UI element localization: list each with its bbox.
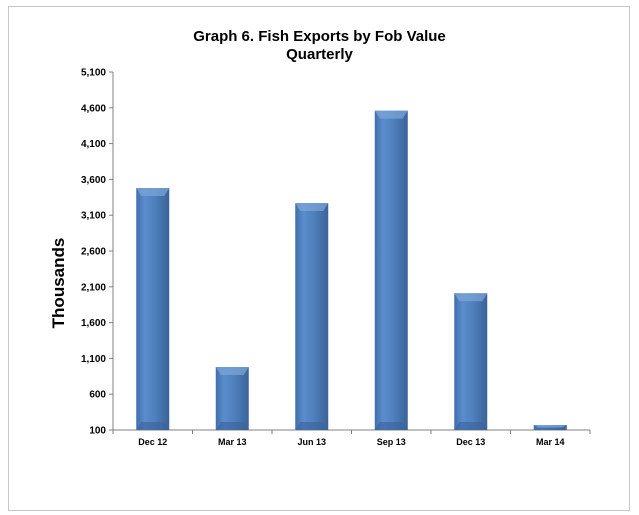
x-tick-label: Sep 13	[377, 437, 406, 447]
bar	[295, 203, 329, 430]
y-tick-label: 5,100	[81, 68, 106, 79]
chart-subtitle: Quarterly	[286, 46, 353, 63]
y-tick-label: 100	[89, 426, 106, 437]
bar	[454, 293, 488, 430]
y-tick-label: 3,100	[81, 211, 106, 222]
bars	[136, 110, 567, 430]
y-tick-label: 600	[89, 390, 106, 401]
y-ticks: 100 600 1,100 1,600 2,100 2,600 3,100 3,600 4,10…	[81, 68, 113, 437]
y-tick-label: 1,600	[81, 318, 106, 329]
bar	[533, 424, 567, 430]
bar	[215, 366, 249, 430]
y-tick-label: 3,600	[81, 175, 106, 186]
chart-title: Graph 6. Fish Exports by Fob Value	[193, 28, 446, 45]
y-tick-label: 4,600	[81, 103, 106, 114]
x-ticks: Dec 12 Mar 13 Jun 13 Sep 13 Dec 13 Mar 14	[112, 430, 591, 447]
x-tick-label: Jun 13	[297, 437, 326, 447]
y-tick-label: 2,600	[81, 247, 106, 258]
axes	[112, 72, 590, 431]
bar	[374, 110, 408, 430]
x-tick-label: Dec 12	[138, 437, 167, 447]
x-tick-label: Dec 13	[456, 437, 485, 447]
y-tick-label: 2,100	[81, 282, 106, 293]
chart-title-block: Graph 6. Fish Exports by Fob Value Quart…	[0, 28, 639, 64]
y-tick-label: 4,100	[81, 139, 106, 150]
y-tick-label: 1,100	[81, 354, 106, 365]
x-tick-label: Mar 14	[536, 437, 565, 447]
bar	[136, 187, 170, 430]
x-tick-label: Mar 13	[218, 437, 247, 447]
